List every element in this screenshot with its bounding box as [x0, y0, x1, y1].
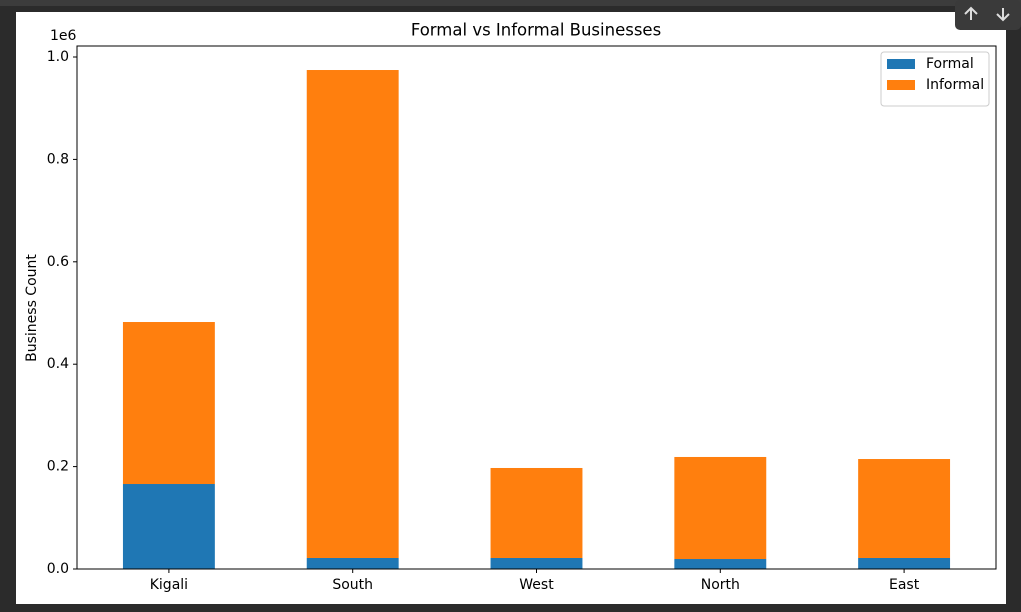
y-offset-label: 1e6	[50, 28, 77, 44]
x-tick-label: North	[701, 577, 740, 593]
bar	[674, 559, 767, 569]
legend-label: Formal	[926, 56, 974, 72]
plot-frame	[76, 45, 997, 570]
y-tick-label: 0.4	[47, 356, 69, 372]
x-tick-label: South	[332, 577, 373, 593]
down-button[interactable]	[996, 8, 1010, 22]
bar	[306, 70, 399, 558]
y-tick-label: 0.6	[47, 254, 69, 270]
bar	[490, 557, 583, 569]
x-tick-label: West	[519, 577, 554, 593]
bar	[674, 456, 767, 560]
bar	[490, 467, 583, 558]
bar	[122, 322, 215, 485]
y-tick-label: 1.0	[47, 49, 69, 65]
bar	[858, 557, 951, 569]
legend-swatch	[887, 80, 915, 90]
up-button[interactable]	[964, 6, 978, 20]
x-tick-label: Kigali	[150, 577, 188, 593]
chart-title: Formal vs Informal Businesses	[411, 21, 661, 40]
y-tick-label: 0.2	[47, 459, 69, 475]
legend-swatch	[887, 59, 915, 69]
y-tick-label: 0.8	[47, 151, 69, 167]
x-tick-label: East	[889, 577, 920, 593]
bar	[858, 459, 951, 558]
bar	[306, 557, 399, 569]
legend-label: Informal	[926, 77, 984, 93]
y-tick-label: 0.0	[47, 561, 69, 577]
y-axis-label: Business Count	[24, 254, 40, 362]
bar	[122, 484, 215, 569]
top-bar	[0, 0, 1021, 6]
nav-buttons	[955, 0, 1021, 30]
button-panel	[955, 0, 1021, 30]
